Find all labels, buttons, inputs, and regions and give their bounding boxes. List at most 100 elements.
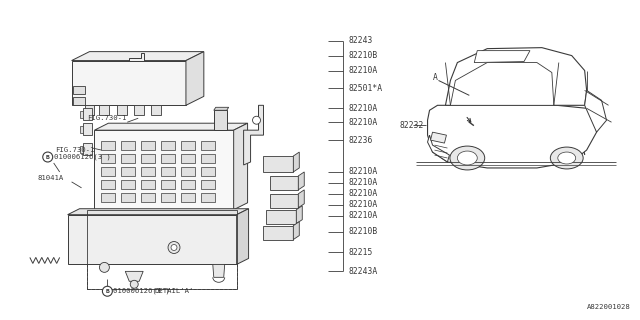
Ellipse shape — [43, 152, 52, 162]
Bar — [141, 180, 155, 189]
Polygon shape — [99, 105, 109, 115]
Ellipse shape — [99, 262, 109, 272]
Bar — [141, 193, 155, 202]
Bar — [88, 210, 237, 289]
Bar — [161, 154, 175, 163]
Bar — [201, 154, 215, 163]
Polygon shape — [298, 172, 304, 190]
Polygon shape — [72, 52, 204, 60]
Polygon shape — [214, 110, 227, 130]
Bar — [122, 193, 135, 202]
Text: 82210A: 82210A — [348, 189, 377, 198]
Bar — [181, 141, 195, 150]
Bar — [122, 167, 135, 176]
Polygon shape — [212, 264, 225, 277]
Text: 82210A: 82210A — [348, 118, 377, 127]
Polygon shape — [95, 130, 234, 210]
Text: 010006126(3 ): 010006126(3 ) — [54, 154, 111, 160]
Polygon shape — [428, 135, 449, 162]
Ellipse shape — [558, 152, 576, 164]
Text: 82243A: 82243A — [348, 267, 377, 276]
Text: 82210A: 82210A — [348, 200, 377, 209]
Polygon shape — [125, 271, 143, 281]
Text: B: B — [106, 289, 109, 294]
Polygon shape — [214, 107, 228, 110]
Text: 81041A: 81041A — [38, 175, 64, 181]
Polygon shape — [68, 215, 237, 264]
Bar — [181, 180, 195, 189]
Polygon shape — [445, 48, 587, 105]
Text: 82210B: 82210B — [348, 227, 377, 236]
Polygon shape — [72, 86, 84, 94]
Bar — [201, 141, 215, 150]
Text: 82210A: 82210A — [348, 104, 377, 113]
Bar — [161, 167, 175, 176]
Text: 82210A: 82210A — [348, 167, 377, 176]
Bar — [201, 193, 215, 202]
Polygon shape — [134, 105, 144, 115]
Text: 82210A: 82210A — [348, 211, 377, 220]
Polygon shape — [83, 108, 92, 120]
Text: FIG.730-1: FIG.730-1 — [88, 115, 127, 121]
Polygon shape — [293, 152, 300, 172]
Ellipse shape — [253, 116, 260, 124]
Text: 82210B: 82210B — [348, 51, 377, 60]
Bar — [201, 180, 215, 189]
Bar — [161, 180, 175, 189]
Polygon shape — [84, 105, 95, 115]
Polygon shape — [95, 123, 248, 130]
Bar — [101, 141, 115, 150]
Bar — [141, 141, 155, 150]
Bar — [181, 154, 195, 163]
Polygon shape — [83, 123, 92, 135]
Polygon shape — [266, 210, 296, 224]
Bar — [201, 167, 215, 176]
Text: A: A — [433, 73, 437, 82]
Polygon shape — [431, 132, 447, 143]
Bar — [101, 167, 115, 176]
Text: 82501*A: 82501*A — [348, 84, 382, 93]
Polygon shape — [264, 226, 293, 240]
Ellipse shape — [458, 151, 477, 165]
Polygon shape — [151, 105, 161, 115]
Text: 010006126(3 ): 010006126(3 ) — [113, 288, 170, 294]
Polygon shape — [244, 105, 264, 165]
Polygon shape — [234, 123, 248, 210]
Polygon shape — [293, 222, 300, 240]
Bar — [141, 167, 155, 176]
Ellipse shape — [131, 280, 138, 288]
Bar — [122, 141, 135, 150]
Text: A822001028: A822001028 — [587, 304, 630, 310]
Polygon shape — [72, 60, 186, 105]
Polygon shape — [585, 90, 607, 132]
Polygon shape — [79, 126, 83, 133]
Text: 82210A: 82210A — [348, 178, 377, 188]
Polygon shape — [296, 206, 302, 224]
Text: 82215: 82215 — [348, 248, 372, 257]
Polygon shape — [83, 143, 92, 155]
Polygon shape — [237, 209, 248, 264]
Polygon shape — [428, 105, 596, 168]
Bar — [122, 180, 135, 189]
Polygon shape — [79, 146, 83, 153]
Ellipse shape — [550, 147, 583, 169]
Ellipse shape — [171, 244, 177, 251]
Ellipse shape — [450, 146, 484, 170]
Polygon shape — [474, 51, 530, 62]
Bar — [122, 154, 135, 163]
Text: 82232: 82232 — [400, 121, 424, 130]
Polygon shape — [264, 156, 293, 172]
Bar — [181, 193, 195, 202]
Text: 82236: 82236 — [348, 136, 372, 145]
Text: 82210A: 82210A — [348, 66, 377, 75]
Polygon shape — [186, 52, 204, 105]
Polygon shape — [79, 111, 83, 118]
Bar — [101, 154, 115, 163]
Bar — [141, 154, 155, 163]
Text: FIG.730-1: FIG.730-1 — [54, 147, 94, 153]
Polygon shape — [68, 209, 248, 215]
Bar — [101, 193, 115, 202]
Text: DETAIL'A': DETAIL'A' — [154, 288, 193, 294]
Bar — [181, 167, 195, 176]
Bar — [88, 210, 237, 289]
